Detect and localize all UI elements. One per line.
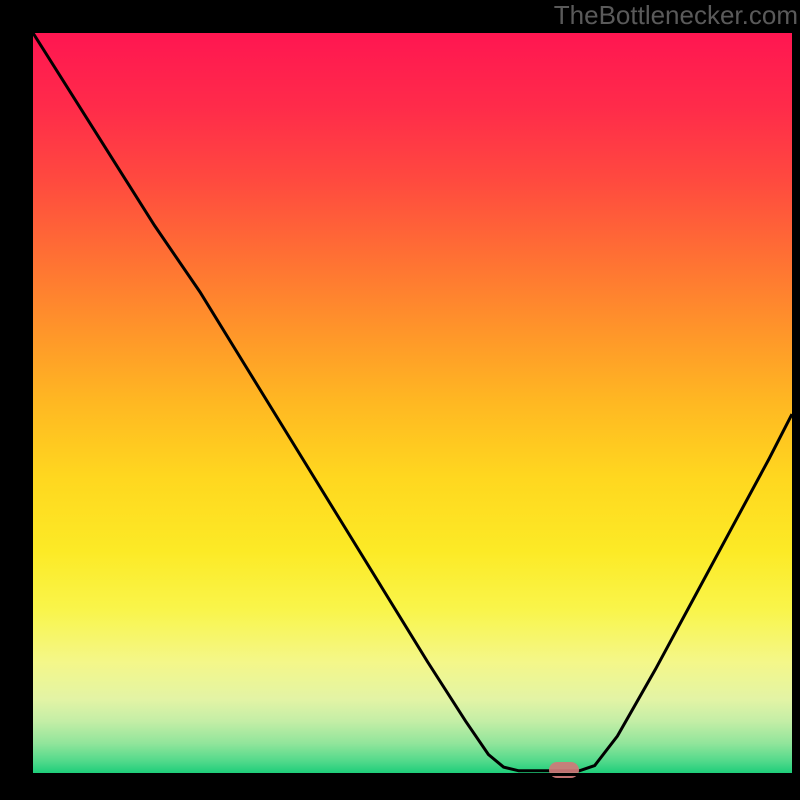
axis-left — [30, 33, 33, 773]
chart-container — [33, 33, 792, 773]
gradient-background — [33, 33, 792, 773]
axis-bottom — [33, 773, 792, 776]
plot-area — [33, 33, 792, 773]
watermark: TheBottlenecker.com — [554, 0, 798, 31]
